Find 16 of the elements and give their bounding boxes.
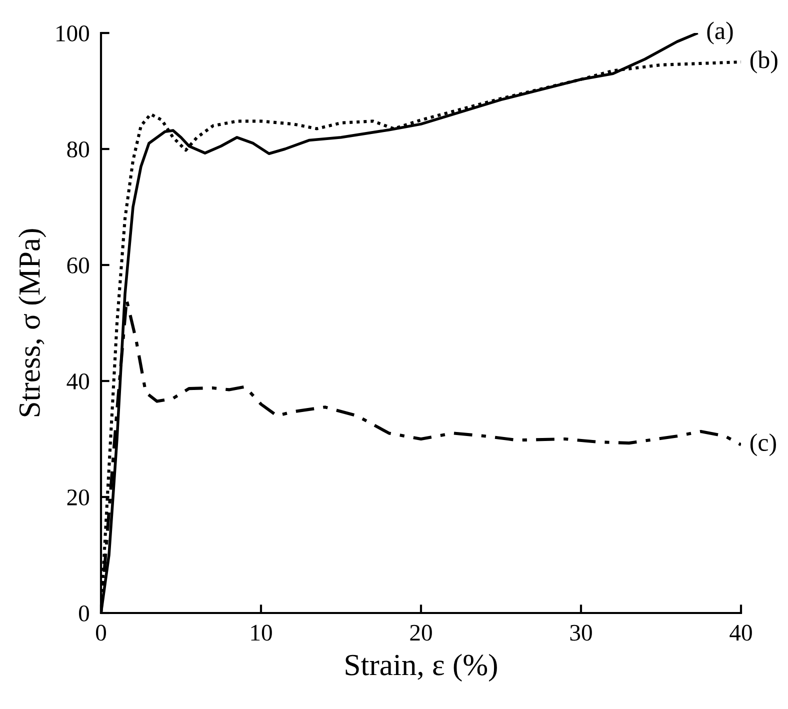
- y-axis-title: Stress, σ (MPa): [18, 229, 46, 416]
- y-tick-label: 60: [67, 257, 89, 274]
- x-tick-label: 30: [570, 624, 592, 641]
- series-label: (b): [750, 50, 778, 74]
- x-tick-label: 10: [251, 624, 272, 641]
- x-tick-label: 20: [410, 624, 432, 641]
- y-tick-label: 80: [67, 141, 89, 158]
- y-tick-label: 20: [67, 489, 89, 506]
- x-axis-title: Strain, ε (%): [346, 654, 497, 682]
- y-tick-label: 0: [78, 605, 89, 622]
- y-tick-label: 100: [56, 25, 89, 42]
- x-tick-label: 40: [730, 624, 752, 641]
- series-label: (c): [750, 433, 776, 456]
- y-tick-label: 40: [66, 373, 89, 390]
- x-tick-label: 0: [96, 624, 106, 641]
- series-label: (a): [707, 22, 733, 44]
